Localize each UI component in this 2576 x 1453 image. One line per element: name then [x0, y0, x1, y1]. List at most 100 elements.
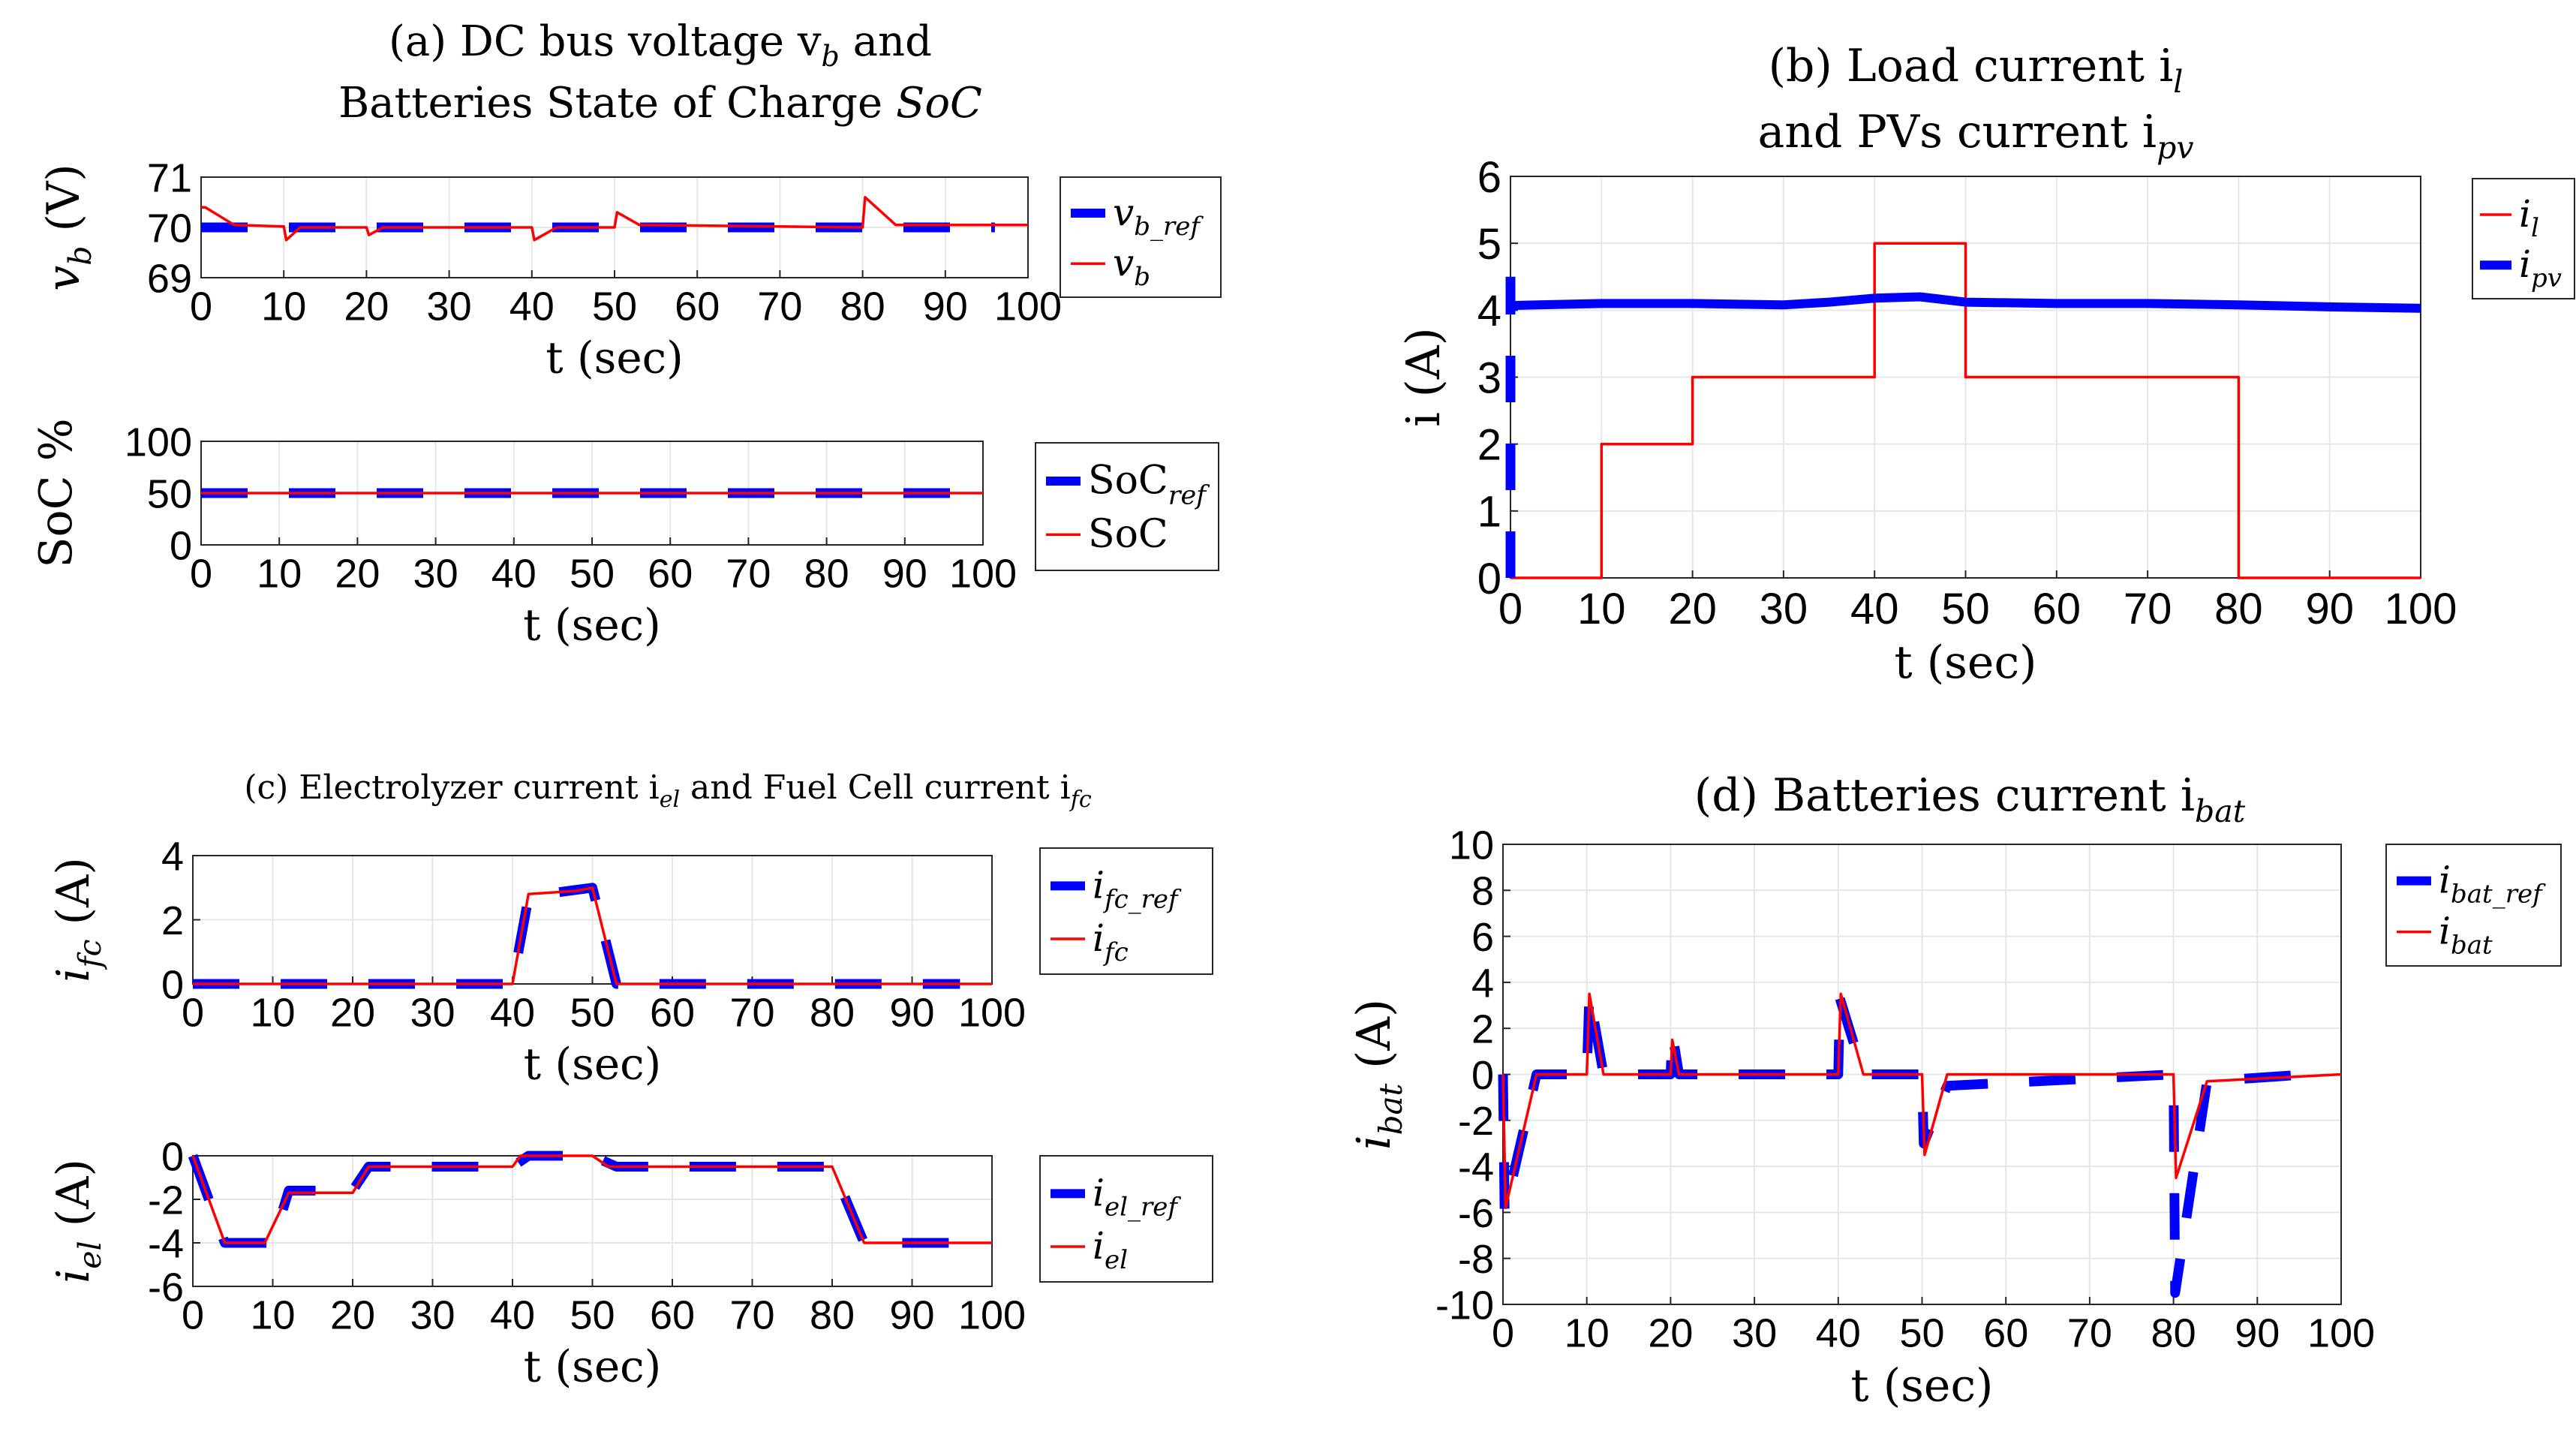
series-i-el — [191, 1154, 992, 1244]
y-tick-label: -2 — [148, 1178, 184, 1223]
x-tick-label: 90 — [882, 552, 927, 597]
y-tick-label: 3 — [1477, 353, 1501, 402]
chart-title-b-line1: (b) Load current il — [1769, 40, 2184, 100]
x-tick-label: 50 — [592, 284, 637, 329]
x-tick-label: 60 — [650, 1293, 695, 1338]
x-tick-label: 20 — [344, 284, 389, 329]
x-tick-label: 50 — [570, 552, 615, 597]
x-tick-label: 0 — [182, 1293, 204, 1338]
legend-box — [1039, 1155, 1213, 1283]
x-tick-label: 20 — [1648, 1311, 1693, 1356]
y-tick-label: 6 — [1471, 915, 1494, 960]
y-tick-label: 4 — [161, 834, 184, 879]
x-tick-label: 80 — [804, 552, 849, 597]
x-tick-label: 20 — [330, 1293, 375, 1338]
x-tick-label: 70 — [729, 991, 774, 1036]
y-tick-label: 0 — [161, 1134, 184, 1179]
x-tick-label: 70 — [2124, 585, 2172, 633]
series-i-l — [1510, 242, 2421, 579]
x-tick-label: 70 — [729, 1293, 774, 1338]
x-axis-label: t (sec) — [524, 1038, 662, 1089]
x-tick-label: 80 — [2214, 585, 2263, 633]
y-axis-label: SoC % — [30, 418, 83, 567]
x-tick-label: 10 — [1565, 1311, 1610, 1356]
x-tick-label: 80 — [810, 991, 855, 1036]
x-tick-label: 0 — [182, 991, 204, 1036]
chart-ibat: 0 10 20 30 40 50 60 70 80 90 1001086420-2-4-6-8-10… — [1346, 823, 2562, 1412]
legend-entry: SoCref — [1088, 459, 1210, 511]
x-tick-label: 90 — [889, 1293, 934, 1338]
y-axis-label: ibat (A) — [1346, 999, 1409, 1151]
legend-entry: il — [2519, 192, 2539, 243]
y-tick-label: -10 — [1435, 1283, 1494, 1328]
x-tick-label: 100 — [2385, 585, 2457, 633]
series-i-pv — [1510, 292, 2421, 313]
y-tick-label: -8 — [1458, 1237, 1494, 1282]
x-tick-label: 0 — [1498, 585, 1522, 633]
y-tick-label: 71 — [147, 155, 192, 200]
y-tick-label: 8 — [1471, 869, 1494, 914]
x-tick-label: 20 — [1668, 585, 1717, 633]
y-tick-label: 0 — [170, 523, 192, 568]
legend-entry: vb — [1113, 241, 1150, 292]
y-tick-label: 1 — [1477, 488, 1501, 537]
chart-title-c: (c) Electrolyzer current iel and Fuel Ce… — [244, 769, 1092, 813]
chart-ifc: 0 10 20 30 40 50 60 70 80 90 100 0 2 4 t (sec) ifc (A) i… — [47, 834, 1213, 1089]
x-tick-label: 60 — [650, 991, 695, 1036]
y-tick-label: 69 — [147, 256, 192, 301]
x-tick-label: 40 — [491, 552, 537, 597]
x-tick-label: 10 — [250, 991, 295, 1036]
x-tick-label: 100 — [994, 284, 1062, 329]
x-tick-label: 30 — [427, 284, 472, 329]
x-tick-label: 50 — [1941, 585, 1990, 633]
x-tick-label: 60 — [675, 284, 720, 329]
y-tick-label: 4 — [1471, 961, 1494, 1006]
x-tick-label: 50 — [570, 1293, 615, 1338]
legend-box — [1039, 847, 1213, 975]
y-tick-label: -4 — [1458, 1145, 1494, 1190]
chart-ib: 0 10 20 30 40 50 60 70 80 90 100 0 1 2 3 4 5 6 t (sec) i (A… — [1396, 153, 2575, 689]
x-tick-label: 80 — [840, 284, 885, 329]
legend-entry: ifc — [1093, 916, 1129, 967]
series-i-bat — [1501, 992, 2342, 1210]
x-axis-label: t (sec) — [523, 599, 661, 650]
x-axis-label: t (sec) — [1851, 1360, 1994, 1412]
legend-box — [1060, 176, 1222, 298]
y-tick-label: 2 — [161, 898, 184, 943]
x-tick-label: 60 — [648, 552, 693, 597]
x-tick-label: 70 — [757, 284, 802, 329]
x-tick-label: 70 — [726, 552, 771, 597]
legend-entry: ibat_ref — [2439, 859, 2546, 910]
x-tick-label: 40 — [509, 284, 555, 329]
y-axis-label: i (A) — [1396, 327, 1450, 427]
x-tick-label: 90 — [923, 284, 968, 329]
x-tick-label: 0 — [190, 552, 212, 597]
y-tick-label: 70 — [147, 206, 192, 251]
y-tick-label: -6 — [1458, 1191, 1494, 1236]
y-tick-label: 0 — [161, 962, 184, 1007]
legend-box — [2472, 178, 2575, 299]
x-axis-label: t (sec) — [546, 332, 684, 383]
x-tick-label: 30 — [1760, 585, 1808, 633]
x-tick-label: 100 — [2307, 1311, 2375, 1356]
legend-entry: ifc_ref — [1093, 863, 1182, 914]
chart-vb: 0 10 20 30 40 50 60 70 80 90 100 69 70 71 t (sec) vb (V… — [38, 155, 1222, 383]
chart-title-a-line2: Batteries State of Charge SoC — [338, 79, 982, 128]
x-tick-label: 0 — [1492, 1311, 1514, 1356]
legend-box — [1035, 442, 1219, 571]
legend-entry: iel_ref — [1093, 1171, 1181, 1222]
x-tick-label: 80 — [810, 1293, 855, 1338]
chart-title-d: (d) Batteries current ibat — [1694, 769, 2246, 829]
legend-entry: vb_ref — [1113, 191, 1204, 242]
x-tick-label: 50 — [570, 991, 615, 1036]
y-tick-label: -2 — [1458, 1099, 1494, 1144]
x-tick-label: 100 — [949, 552, 1017, 597]
x-axis-label: t (sec) — [524, 1340, 662, 1391]
